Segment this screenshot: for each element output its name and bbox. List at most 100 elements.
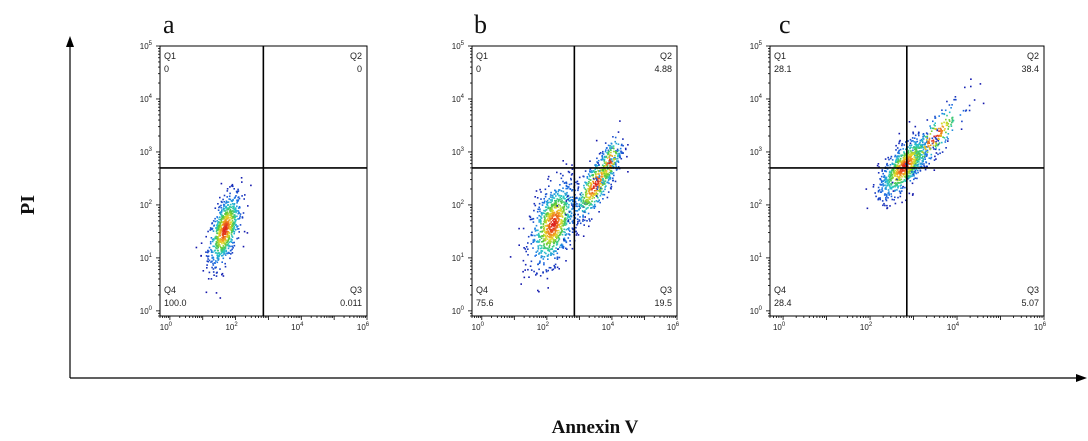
- event-dot: [219, 234, 222, 237]
- event-dot: [915, 149, 917, 151]
- event-dot: [220, 211, 223, 214]
- event-dot: [212, 264, 215, 266]
- event-dot: [882, 183, 884, 185]
- event-dot: [541, 204, 544, 206]
- event-dot: [222, 248, 225, 251]
- event-dot: [898, 171, 901, 174]
- event-dot: [916, 151, 919, 153]
- event-dot: [896, 166, 898, 168]
- event-dot: [591, 197, 593, 200]
- event-dot: [546, 224, 549, 227]
- event-dot: [903, 153, 906, 155]
- event-dot: [576, 232, 578, 235]
- event-dot: [229, 227, 232, 230]
- event-dot: [569, 218, 572, 220]
- event-dot: [896, 189, 898, 191]
- event-dot: [567, 215, 569, 218]
- event-dot: [545, 232, 547, 235]
- event-dot: [941, 151, 944, 153]
- event-dot: [921, 160, 924, 162]
- event-dot: [910, 155, 912, 158]
- event-dot: [547, 206, 550, 209]
- event-dot: [239, 206, 241, 209]
- event-dot: [560, 231, 563, 234]
- y-tick-label: 105: [750, 41, 763, 51]
- event-dot: [219, 253, 221, 255]
- event-dot: [535, 272, 538, 274]
- event-dot: [601, 156, 604, 159]
- event-dot: [527, 235, 530, 238]
- event-dot: [551, 229, 554, 231]
- event-dot: [575, 210, 577, 212]
- event-dot: [544, 231, 546, 234]
- event-dot: [227, 251, 230, 254]
- event-dot: [595, 177, 597, 179]
- event-dot: [605, 174, 608, 176]
- quadrant-name-q2: Q2: [660, 51, 672, 61]
- event-dot: [931, 140, 933, 142]
- event-dot: [228, 195, 231, 198]
- event-dot: [218, 241, 220, 244]
- event-dot: [924, 143, 926, 146]
- event-dot: [565, 200, 568, 202]
- event-dot: [539, 244, 541, 247]
- event-dot: [218, 254, 221, 256]
- event-dot: [211, 238, 214, 241]
- event-dot: [607, 144, 610, 147]
- event-dot: [607, 174, 609, 176]
- event-dot: [224, 238, 226, 241]
- event-dot: [547, 230, 550, 232]
- event-dot: [530, 243, 533, 245]
- event-dot: [558, 220, 560, 222]
- event-dot: [207, 249, 209, 252]
- event-dot: [905, 141, 907, 143]
- event-dot: [610, 142, 613, 145]
- event-dot: [595, 174, 597, 176]
- event-dot: [582, 220, 584, 222]
- event-dot: [950, 123, 952, 126]
- event-dot: [543, 247, 545, 250]
- event-dot: [881, 189, 883, 191]
- event-dot: [537, 245, 539, 247]
- event-dot: [943, 113, 946, 116]
- event-dot: [556, 241, 559, 243]
- event-dot: [926, 141, 928, 144]
- event-dot: [922, 148, 925, 151]
- event-dot: [577, 222, 579, 225]
- event-dot: [214, 252, 217, 254]
- x-tick-label: 102: [225, 322, 238, 332]
- event-dot: [209, 229, 211, 231]
- event-dot: [961, 120, 963, 123]
- event-dot: [918, 147, 921, 149]
- event-dot: [609, 164, 611, 167]
- event-dot: [890, 195, 893, 198]
- event-dot: [236, 202, 238, 204]
- event-dot: [588, 218, 590, 220]
- event-dot: [587, 173, 590, 175]
- event-dot: [552, 253, 555, 256]
- event-dot: [227, 216, 230, 219]
- event-dot: [913, 137, 916, 139]
- event-dot: [913, 156, 915, 158]
- event-dot: [896, 175, 898, 178]
- event-dot: [891, 159, 894, 161]
- event-dot: [606, 157, 609, 159]
- event-dot: [532, 239, 535, 241]
- event-dot: [941, 125, 944, 127]
- event-dot: [923, 153, 926, 155]
- event-dot: [234, 208, 237, 211]
- event-dot: [226, 209, 228, 211]
- event-dot: [589, 203, 592, 206]
- event-dot: [916, 177, 918, 180]
- event-dot: [232, 185, 234, 188]
- event-dot: [206, 267, 208, 269]
- event-dot: [897, 172, 899, 174]
- event-dot: [613, 147, 615, 150]
- event-dot: [605, 149, 607, 151]
- event-dot: [608, 173, 611, 176]
- event-dot: [544, 195, 547, 198]
- event-dot: [218, 240, 220, 243]
- event-dot: [200, 242, 203, 244]
- event-dot: [563, 207, 565, 209]
- event-dot: [554, 224, 557, 226]
